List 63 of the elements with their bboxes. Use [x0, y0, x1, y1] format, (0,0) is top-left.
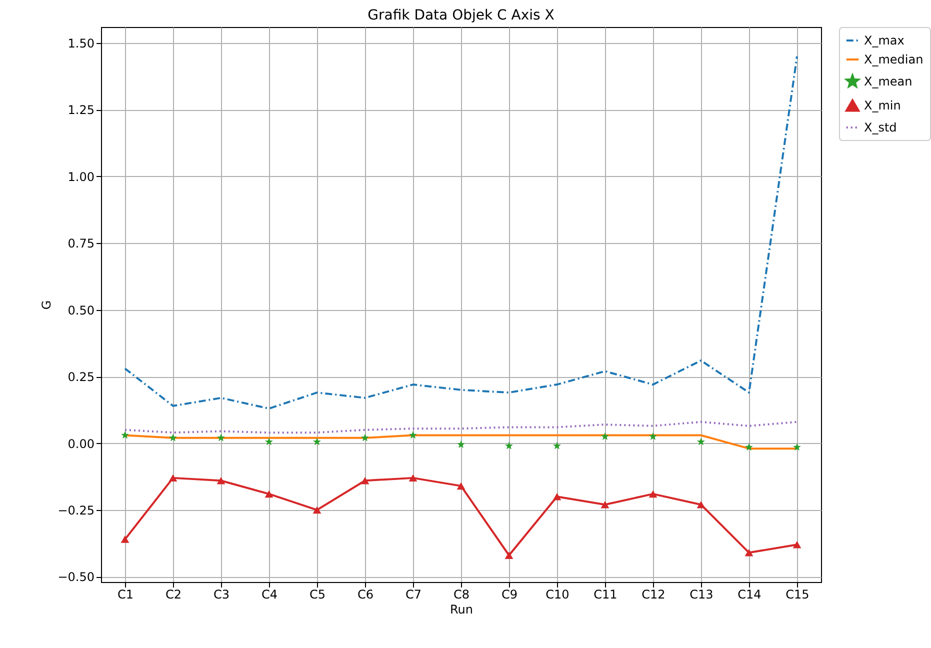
point — [649, 432, 657, 440]
x-tick-label: C14 — [738, 588, 762, 602]
point — [793, 443, 801, 451]
point — [168, 474, 178, 482]
point — [792, 541, 802, 548]
x-tick-label: C12 — [642, 588, 666, 602]
point — [216, 476, 226, 484]
legend-label: X_mean — [864, 74, 912, 88]
x-tick-label: C11 — [594, 588, 618, 602]
y-tick-label: 0.00 — [68, 436, 94, 451]
line-series — [124, 55, 798, 410]
x-tick-label: C5 — [309, 588, 326, 602]
point — [120, 536, 130, 543]
y-tick-label: 0.25 — [68, 370, 94, 384]
point — [265, 438, 273, 446]
y-tick-label: 0.50 — [68, 303, 94, 318]
point — [744, 549, 754, 556]
y-tick-label: 1.50 — [68, 36, 94, 51]
x-tick-label: C3 — [213, 588, 230, 602]
point — [553, 442, 561, 450]
x-tick-label: C4 — [261, 588, 278, 602]
legend-label: X_median — [864, 52, 924, 66]
y-tick-label: −0.50 — [58, 570, 94, 584]
y-tick-label: 1.00 — [68, 170, 94, 184]
point — [361, 434, 369, 442]
point — [648, 490, 658, 498]
point — [600, 500, 610, 508]
point — [408, 474, 418, 482]
point — [457, 440, 465, 448]
point — [552, 492, 562, 500]
x-tick-label: C13 — [690, 588, 714, 602]
legend-label: X_max — [864, 34, 904, 48]
x-tick-label: C6 — [357, 588, 374, 602]
point — [313, 438, 321, 446]
point — [745, 443, 753, 451]
x-tick-label: C8 — [453, 588, 470, 602]
y-tick-label: 1.25 — [68, 103, 94, 118]
x-tick-label: C1 — [117, 588, 134, 602]
y-tick-label: 0.75 — [68, 236, 94, 251]
point — [360, 476, 370, 484]
x-axis-title: Run — [450, 602, 474, 616]
x-tick-label: C10 — [546, 588, 570, 602]
x-tick-label: C2 — [165, 588, 182, 602]
y-axis-title: G — [40, 300, 54, 310]
point — [217, 434, 225, 442]
legend-label: X_std — [864, 120, 897, 134]
point — [504, 552, 514, 559]
point — [169, 434, 177, 442]
chart-title: Grafik Data Objek C Axis X — [368, 8, 555, 24]
point — [505, 442, 513, 450]
point — [697, 438, 705, 446]
point — [409, 431, 417, 439]
x-tick-label: C9 — [501, 588, 518, 602]
x-tick-label: C15 — [786, 588, 810, 602]
x-tick-label: C7 — [405, 588, 422, 602]
point — [601, 432, 609, 440]
y-tick-label: −0.25 — [58, 503, 94, 518]
point — [312, 506, 322, 514]
point — [456, 482, 466, 490]
legend-label: X_min — [864, 98, 901, 112]
point — [264, 490, 274, 498]
point — [696, 500, 706, 508]
point — [121, 431, 129, 439]
